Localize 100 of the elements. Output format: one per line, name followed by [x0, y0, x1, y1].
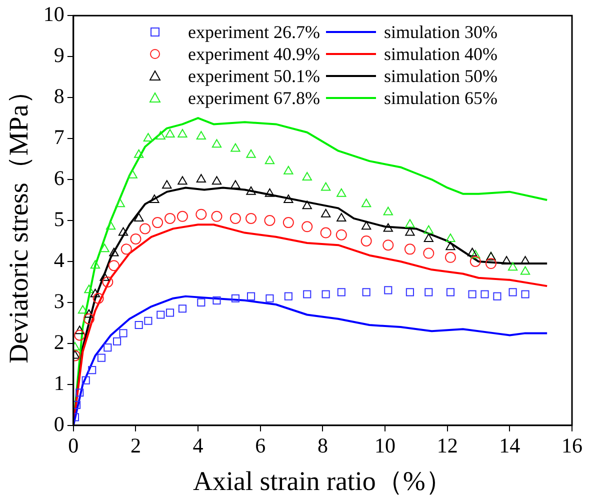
x-axis-title: Axial strain ratio（%） [192, 466, 452, 496]
point [230, 143, 240, 152]
point [282, 217, 294, 228]
point [109, 248, 119, 256]
point [362, 221, 372, 230]
point [320, 182, 331, 191]
point [480, 290, 489, 298]
point [230, 180, 240, 189]
point [383, 206, 393, 216]
point [404, 244, 416, 255]
point [102, 276, 114, 288]
point [119, 329, 128, 338]
point [284, 194, 294, 204]
point [520, 266, 530, 275]
point [92, 292, 104, 304]
point [128, 170, 138, 178]
point [150, 194, 160, 204]
y-tick-label: 6 [54, 166, 64, 190]
legend-label: experiment 50.1% [188, 66, 320, 86]
point [264, 215, 276, 226]
point [424, 225, 434, 234]
point [468, 290, 476, 298]
point [212, 176, 222, 185]
point [176, 210, 188, 222]
point [84, 284, 94, 294]
point [120, 244, 132, 255]
point [320, 227, 332, 238]
point [470, 250, 480, 258]
point [74, 330, 86, 341]
point [508, 288, 517, 296]
y-tick-label: 4 [54, 248, 65, 272]
point [143, 133, 154, 142]
point [502, 256, 512, 264]
point [112, 337, 122, 346]
point [152, 217, 164, 228]
point [130, 233, 142, 244]
legend-label: simulation 50% [384, 66, 498, 86]
point [337, 288, 346, 296]
point [246, 292, 256, 300]
point [424, 233, 434, 242]
y-tick-label: 5 [54, 207, 64, 232]
y-tick-label: 2 [54, 330, 64, 354]
point [336, 212, 346, 222]
point [446, 242, 456, 250]
point [382, 240, 394, 251]
point [166, 308, 174, 317]
point [88, 366, 96, 374]
y-tick-label: 9 [54, 43, 64, 68]
x-tick-label: 10 [374, 434, 396, 458]
point [405, 219, 415, 228]
point [100, 272, 110, 281]
point [212, 139, 222, 148]
point [508, 262, 518, 271]
y-tick-label: 0 [54, 412, 64, 436]
point [106, 221, 116, 230]
point [78, 305, 88, 314]
point [73, 400, 81, 409]
point [134, 212, 144, 222]
point [90, 260, 100, 269]
point [230, 212, 241, 224]
point [76, 388, 84, 397]
point [302, 221, 313, 232]
point [134, 320, 143, 330]
point [284, 166, 294, 174]
point [406, 288, 414, 296]
x-tick-label: 8 [317, 434, 328, 458]
point [362, 288, 370, 296]
point [156, 310, 165, 319]
point [246, 149, 256, 158]
point [446, 288, 454, 296]
point [246, 186, 256, 195]
point [336, 188, 346, 197]
point [84, 309, 94, 318]
legend-label: experiment 40.9% [188, 44, 320, 64]
point [100, 244, 110, 252]
x-tick-label: 6 [255, 434, 266, 458]
y-axis-title: Deviatoric stress（MPa） [3, 78, 34, 364]
x-tick-label: 16 [562, 434, 582, 458]
point [521, 290, 530, 298]
point [320, 208, 331, 218]
point [446, 233, 456, 242]
point [178, 176, 188, 185]
point [360, 235, 372, 246]
point [97, 354, 106, 362]
point [336, 229, 347, 240]
point [108, 260, 120, 272]
point [74, 326, 84, 334]
y-tick-label: 8 [54, 84, 64, 108]
point [444, 252, 456, 263]
point [196, 130, 206, 140]
point [196, 174, 206, 183]
legend-label: simulation 30% [384, 22, 498, 42]
y-tick-label: 10 [43, 2, 64, 26]
point [264, 188, 275, 197]
point [246, 212, 257, 224]
y-tick-label: 1 [54, 370, 64, 395]
point [362, 198, 372, 208]
point [302, 200, 312, 210]
point [212, 296, 221, 304]
legend-label: simulation 40% [384, 44, 498, 64]
